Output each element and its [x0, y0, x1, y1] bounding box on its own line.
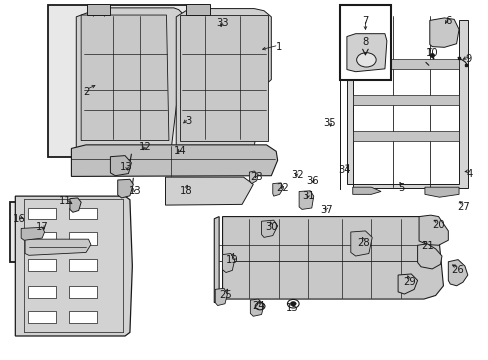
Text: 23: 23 — [250, 172, 263, 182]
Bar — [48, 5, 205, 157]
Text: 25: 25 — [219, 291, 232, 301]
Bar — [69, 259, 97, 271]
Polygon shape — [250, 299, 264, 316]
Polygon shape — [70, 198, 81, 212]
Text: 2: 2 — [82, 87, 89, 97]
Polygon shape — [352, 131, 458, 140]
Text: 31: 31 — [302, 191, 315, 201]
Text: 36: 36 — [306, 176, 319, 186]
Polygon shape — [352, 187, 380, 194]
Text: 9: 9 — [465, 54, 471, 64]
Bar — [27, 208, 56, 220]
Polygon shape — [352, 95, 458, 105]
Text: 11: 11 — [59, 196, 71, 206]
Circle shape — [290, 302, 295, 306]
Polygon shape — [185, 4, 210, 15]
Text: 27: 27 — [457, 202, 469, 212]
Circle shape — [356, 53, 375, 67]
Text: 18: 18 — [179, 186, 192, 197]
Text: 30: 30 — [264, 222, 277, 232]
Text: 32: 32 — [290, 170, 303, 180]
Polygon shape — [346, 34, 386, 72]
Text: 13: 13 — [120, 162, 133, 172]
Polygon shape — [261, 220, 277, 237]
Bar — [27, 259, 56, 271]
Text: 24: 24 — [251, 301, 264, 311]
Polygon shape — [222, 253, 234, 273]
Text: 19: 19 — [225, 255, 238, 265]
Text: 5: 5 — [398, 183, 404, 193]
Text: 21: 21 — [420, 241, 433, 251]
Text: 4: 4 — [466, 168, 472, 179]
Bar — [27, 232, 56, 244]
Bar — [27, 311, 56, 323]
Bar — [69, 232, 97, 244]
Polygon shape — [215, 288, 227, 306]
Text: 28: 28 — [357, 238, 369, 248]
Bar — [69, 311, 97, 323]
Polygon shape — [76, 8, 185, 151]
Polygon shape — [165, 177, 253, 205]
Text: 14: 14 — [173, 145, 186, 156]
Text: 29: 29 — [402, 277, 415, 287]
Text: 37: 37 — [320, 206, 332, 216]
Text: 22: 22 — [276, 183, 288, 193]
Polygon shape — [447, 260, 467, 286]
Polygon shape — [118, 179, 133, 198]
Text: 1: 1 — [275, 42, 281, 52]
Polygon shape — [350, 231, 371, 256]
Text: 12: 12 — [139, 142, 152, 152]
Text: 33: 33 — [216, 18, 228, 28]
Polygon shape — [429, 18, 458, 47]
Polygon shape — [272, 183, 283, 196]
Polygon shape — [15, 196, 132, 336]
Polygon shape — [214, 217, 443, 303]
Polygon shape — [81, 15, 168, 140]
Polygon shape — [176, 9, 271, 151]
Polygon shape — [25, 239, 91, 255]
Text: 6: 6 — [444, 16, 450, 26]
Polygon shape — [397, 274, 417, 294]
Polygon shape — [110, 156, 131, 176]
Text: 3: 3 — [185, 116, 191, 126]
Polygon shape — [352, 59, 458, 69]
Polygon shape — [424, 187, 458, 197]
Polygon shape — [249, 171, 258, 184]
Text: 20: 20 — [431, 220, 444, 230]
Bar — [27, 286, 56, 298]
Text: 13: 13 — [128, 186, 141, 197]
Text: 10: 10 — [425, 48, 437, 58]
Polygon shape — [418, 215, 447, 245]
Polygon shape — [180, 15, 267, 140]
Text: 26: 26 — [451, 265, 464, 275]
Bar — [69, 286, 97, 298]
Bar — [339, 5, 390, 80]
Text: 8: 8 — [362, 37, 368, 47]
Text: 17: 17 — [36, 222, 48, 232]
Text: 34: 34 — [338, 165, 350, 175]
Polygon shape — [299, 191, 313, 210]
Text: 35: 35 — [323, 118, 335, 128]
Polygon shape — [417, 244, 441, 269]
Bar — [69, 208, 97, 220]
Polygon shape — [21, 227, 44, 240]
Bar — [10, 202, 96, 262]
Text: 7: 7 — [362, 17, 368, 27]
Polygon shape — [71, 145, 277, 176]
Text: 15: 15 — [285, 303, 298, 314]
Text: 16: 16 — [13, 214, 25, 224]
Polygon shape — [339, 16, 467, 189]
Polygon shape — [87, 4, 110, 15]
